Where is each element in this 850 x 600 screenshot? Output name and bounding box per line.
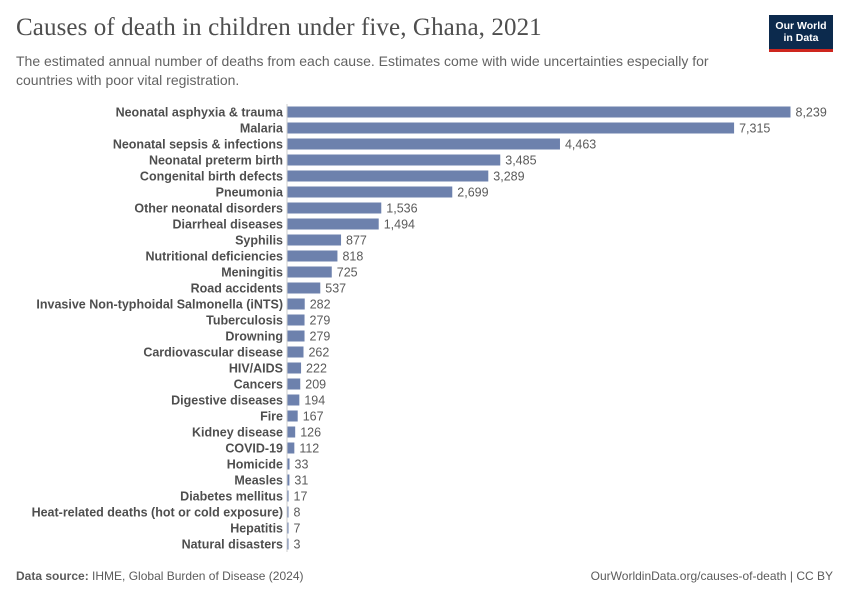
bar[interactable] [287, 170, 489, 182]
value-label: 262 [308, 346, 329, 360]
category-label: Tuberculosis [206, 314, 283, 328]
value-label: 222 [306, 362, 327, 376]
logo-line-2: in Data [783, 32, 819, 44]
source-url[interactable]: OurWorldinData.org/causes-of-death | CC … [590, 569, 833, 583]
category-label: Cancers [234, 378, 283, 392]
value-label: 877 [346, 234, 367, 248]
category-label: COVID-19 [225, 442, 283, 456]
value-label: 3 [294, 538, 301, 552]
category-label: Hepatitis [230, 522, 283, 536]
bar[interactable] [287, 538, 289, 550]
category-label: Neonatal asphyxia & trauma [116, 106, 284, 120]
bar[interactable] [287, 458, 290, 470]
category-label: HIV/AIDS [229, 362, 283, 376]
category-label: Digestive diseases [171, 394, 283, 408]
chart-subtitle: The estimated annual number of deaths fr… [16, 53, 709, 88]
value-label: 282 [310, 298, 331, 312]
bar[interactable] [287, 122, 735, 134]
value-label: 7,315 [739, 122, 770, 136]
bar[interactable] [287, 378, 301, 390]
category-label: Other neonatal disorders [134, 202, 283, 216]
category-label: Cardiovascular disease [143, 346, 283, 360]
value-label: 537 [325, 282, 346, 296]
value-label: 1,536 [386, 202, 417, 216]
bar[interactable] [287, 138, 560, 150]
category-label: Meningitis [221, 266, 283, 280]
value-label: 1,494 [384, 218, 415, 232]
bar[interactable] [287, 218, 379, 230]
category-label: Syphilis [235, 234, 283, 248]
category-label: Congenital birth defects [140, 170, 283, 184]
bar[interactable] [287, 266, 332, 278]
value-label: 279 [310, 330, 331, 344]
category-label: Measles [234, 474, 283, 488]
value-label: 17 [294, 490, 308, 504]
bar[interactable] [287, 506, 289, 518]
bar[interactable] [287, 394, 300, 406]
value-label: 8,239 [796, 106, 827, 120]
category-label: Diabetes mellitus [180, 490, 283, 504]
bar[interactable] [287, 522, 289, 534]
bar[interactable] [287, 426, 296, 438]
value-label: 3,289 [493, 170, 524, 184]
value-label: 112 [299, 442, 319, 456]
category-label: Natural disasters [182, 538, 283, 552]
bar[interactable] [287, 298, 305, 310]
value-label: 279 [310, 314, 331, 328]
category-label: Neonatal preterm birth [149, 154, 283, 168]
bar[interactable] [287, 442, 295, 454]
bar[interactable] [287, 250, 338, 262]
chart-title: Causes of death in children under five, … [16, 14, 542, 41]
value-label: 725 [337, 266, 358, 280]
category-label: Diarrheal diseases [173, 218, 284, 232]
category-label: Homicide [227, 458, 283, 472]
category-label: Heat-related deaths (hot or cold exposur… [32, 506, 283, 520]
category-label: Drowning [225, 330, 283, 344]
value-label: 8 [294, 506, 301, 520]
value-label: 2,699 [457, 186, 488, 200]
value-label: 7 [294, 522, 301, 536]
bar[interactable] [287, 362, 302, 374]
bar[interactable] [287, 186, 453, 198]
bar[interactable] [287, 474, 290, 486]
value-label: 818 [342, 250, 363, 264]
value-label: 4,463 [565, 138, 596, 152]
data-source-text: IHME, Global Burden of Disease (2024) [92, 569, 304, 583]
bar[interactable] [287, 490, 289, 502]
value-label: 209 [305, 378, 326, 392]
logo-line-1: Our World [775, 20, 827, 32]
value-label: 167 [303, 410, 324, 424]
category-label: Neonatal sepsis & infections [113, 138, 283, 152]
bar[interactable] [287, 282, 321, 294]
data-source-label: Data source: [16, 569, 89, 583]
bar[interactable] [287, 202, 382, 214]
bar[interactable] [287, 346, 304, 358]
bar[interactable] [287, 330, 305, 342]
bar[interactable] [287, 314, 305, 326]
value-label: 126 [300, 426, 321, 440]
category-label: Fire [260, 410, 283, 424]
value-label: 3,485 [505, 154, 536, 168]
category-label: Pneumonia [216, 186, 284, 200]
category-label: Nutritional deficiencies [145, 250, 283, 264]
category-label: Road accidents [191, 282, 283, 296]
bar[interactable] [287, 154, 501, 166]
value-label: 194 [304, 394, 325, 408]
bar[interactable] [287, 106, 791, 118]
category-label: Invasive Non-typhoidal Salmonella (iNTS) [36, 298, 283, 312]
category-label: Malaria [240, 122, 284, 136]
category-label: Kidney disease [192, 426, 283, 440]
value-label: 33 [295, 458, 309, 472]
bar[interactable] [287, 410, 298, 422]
bar[interactable] [287, 234, 342, 246]
owid-logo[interactable]: Our World in Data [769, 15, 833, 52]
data-source: Data source: IHME, Global Burden of Dise… [16, 569, 303, 583]
value-label: 31 [294, 474, 308, 488]
